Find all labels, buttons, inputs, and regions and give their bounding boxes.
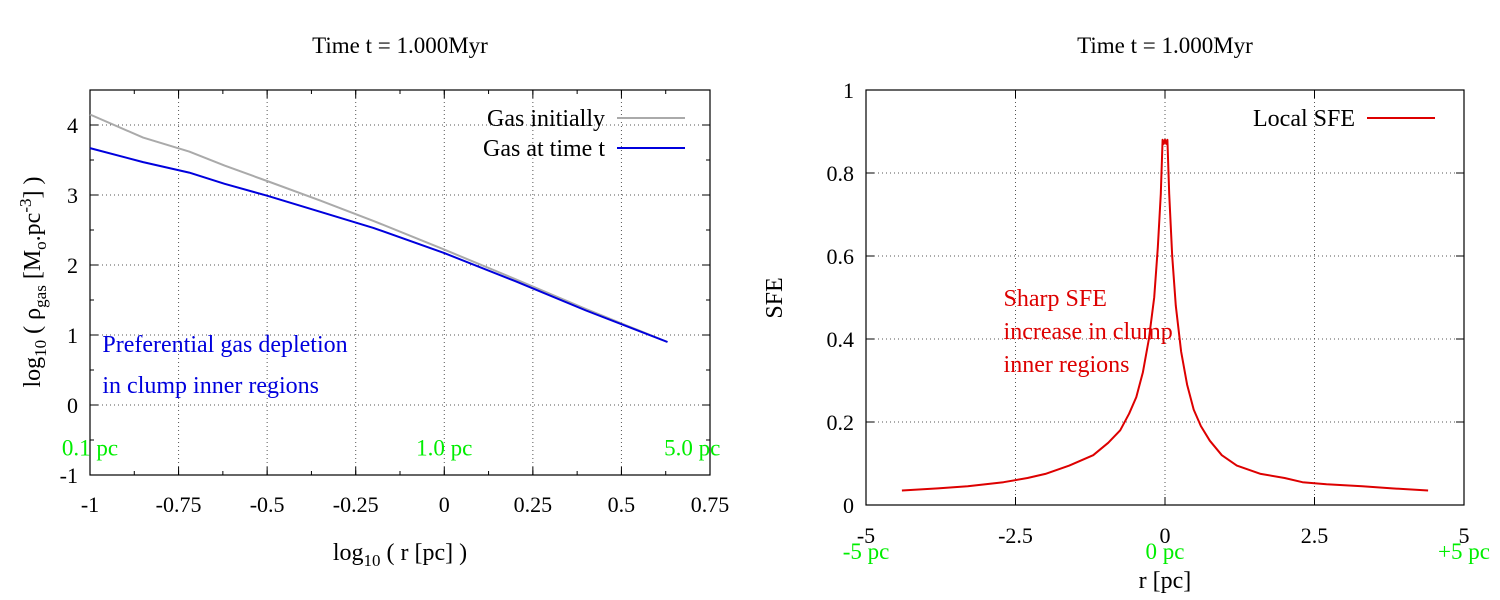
y-tick-label: 0 (67, 393, 78, 418)
annotation-text: in clump inner regions (102, 373, 319, 399)
x-tick-label: -5 (857, 523, 875, 548)
y-tick-label: 1 (843, 78, 854, 103)
legend-label: Gas initially (487, 106, 605, 132)
x-tick-label: 0.5 (608, 492, 636, 517)
series-line-gas-initially (89, 113, 668, 343)
y-tick-label: 1 (67, 323, 78, 348)
density-profile-chart: Time t = 1.000Myr -1 -0.75 -0.5 -0.25 0 0.25 0… (16, 33, 729, 570)
sfe-profile-chart: Time t = 1.000Myr -5 -2.5 0 2.5 5 0 0.2 0.4 0.6 0… (762, 33, 1490, 594)
x-tick-label: 0 (439, 492, 450, 517)
axis-ticks: -1 -0.75 -0.5 -0.25 0 0.25 0.5 0.75 -1 0 1 2 3 4 (60, 89, 730, 517)
scale-label: 0.1 pc (62, 435, 118, 460)
series-group (89, 113, 668, 343)
series-group (901, 138, 1429, 492)
y-tick-label: 0.8 (827, 161, 855, 186)
y-tick-label: 2 (67, 253, 78, 278)
x-tick-label: 5 (1459, 523, 1470, 548)
series-line-gas-at-time-t (89, 147, 668, 343)
y-axis-label: log10 ( ρgas [Mo.pc-3] ) (16, 177, 50, 388)
scale-label: 1.0 pc (416, 435, 472, 460)
y-tick-label: 0.2 (827, 410, 855, 435)
x-tick-label: -2.5 (998, 523, 1033, 548)
scale-label: +5 pc (1438, 539, 1490, 564)
grid (866, 90, 1464, 505)
x-tick-label: -0.75 (156, 492, 202, 517)
grid (90, 90, 710, 475)
y-tick-label: 3 (67, 183, 78, 208)
scale-label: 0 pc (1146, 539, 1185, 564)
y-tick-label: 0.4 (827, 327, 855, 352)
x-axis-label: log10 ( r [pc] ) (333, 540, 467, 570)
chart-title: Time t = 1.000Myr (312, 33, 488, 58)
x-tick-label: -1 (81, 492, 99, 517)
y-tick-label: 0.6 (827, 244, 855, 269)
annotation-text: increase in clump (1004, 319, 1173, 345)
y-tick-label: -1 (60, 463, 78, 488)
chart-title: Time t = 1.000Myr (1077, 33, 1253, 58)
annotation-text: Preferential gas depletion (102, 332, 347, 358)
x-tick-label: -0.25 (333, 492, 379, 517)
axis-ticks: -5 -2.5 0 2.5 5 0 0.2 0.4 0.6 0.8 1 (827, 78, 1470, 548)
annotations: Sharp SFE increase in clump inner regions -… (843, 286, 1490, 564)
scale-label: 5.0 pc (664, 435, 720, 460)
annotation-text: Sharp SFE (1004, 286, 1107, 312)
legend: Local SFE (1253, 106, 1435, 132)
legend-label: Gas at time t (483, 136, 605, 162)
x-tick-label: 0.75 (691, 492, 730, 517)
x-tick-label: 0 (1160, 523, 1171, 548)
legend-label: Local SFE (1253, 106, 1355, 132)
x-tick-label: 2.5 (1301, 523, 1329, 548)
legend: Gas initially Gas at time t (483, 106, 685, 162)
series-line-local-sfe (901, 138, 1429, 492)
y-tick-label: 4 (67, 113, 78, 138)
scale-label: -5 pc (843, 539, 890, 564)
annotations: Preferential gas depletion in clump inner… (62, 332, 721, 461)
x-tick-label: -0.5 (250, 492, 285, 517)
y-tick-label: 0 (843, 493, 854, 518)
annotation-text: inner regions (1004, 352, 1130, 378)
y-axis-label: SFE (762, 277, 788, 318)
x-tick-label: 0.25 (514, 492, 553, 517)
x-axis-label: r [pc] (1139, 568, 1192, 594)
